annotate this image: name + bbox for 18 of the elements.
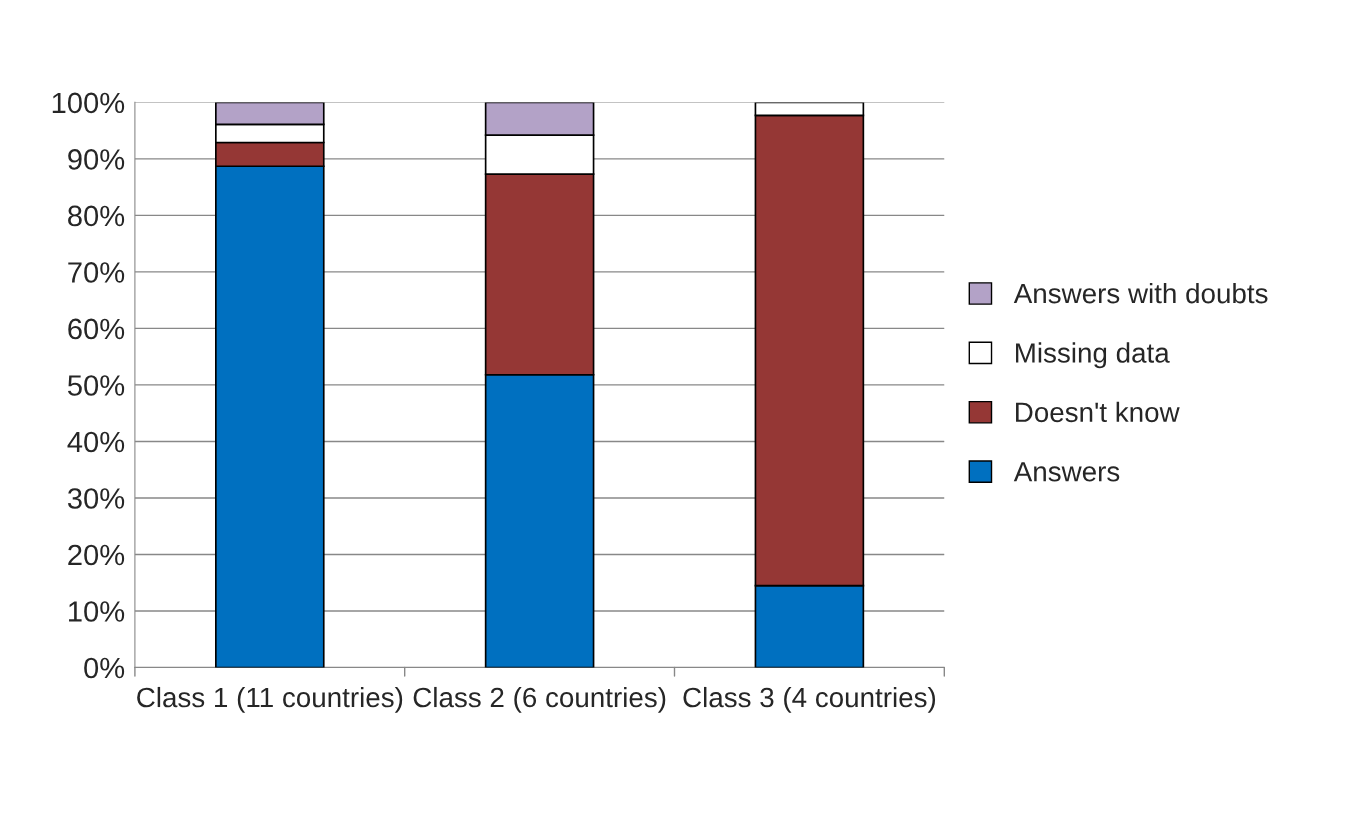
legend-label: Doesn't know [1016, 401, 1180, 423]
y-tick-label: 50% [67, 375, 125, 396]
y-tick-label: 80% [68, 205, 125, 227]
legend-label: Answers with doubts [1013, 282, 1268, 304]
y-tick-label: 10% [69, 601, 125, 622]
y-tick-label: 60% [68, 318, 125, 340]
y-tick-label: 20% [68, 544, 125, 566]
y-tick-label: 90% [68, 149, 125, 170]
x-tick-label: Class 3 (4 countries) [683, 686, 936, 713]
y-tick-label: 100% [52, 92, 125, 114]
y-tick-label: 0% [84, 657, 125, 679]
y-tick-label: 40% [67, 431, 125, 453]
x-tick-label: Class 1 (11 countries) [137, 686, 403, 713]
legend-label: Missing data [1016, 342, 1170, 369]
y-tick-label: 70% [68, 262, 125, 283]
legend-label: Answers [1013, 462, 1120, 482]
x-tick-label: Class 2 (6 countries) [413, 686, 666, 713]
y-tick-label: 30% [67, 488, 125, 509]
